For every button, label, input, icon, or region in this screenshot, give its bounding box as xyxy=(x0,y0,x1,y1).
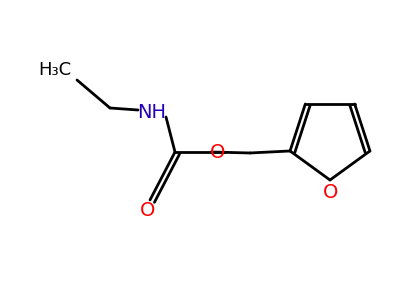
Text: H₃C: H₃C xyxy=(38,61,72,79)
Text: O: O xyxy=(323,182,339,202)
Text: O: O xyxy=(210,142,226,161)
Text: NH: NH xyxy=(138,103,166,122)
Text: O: O xyxy=(140,202,156,220)
